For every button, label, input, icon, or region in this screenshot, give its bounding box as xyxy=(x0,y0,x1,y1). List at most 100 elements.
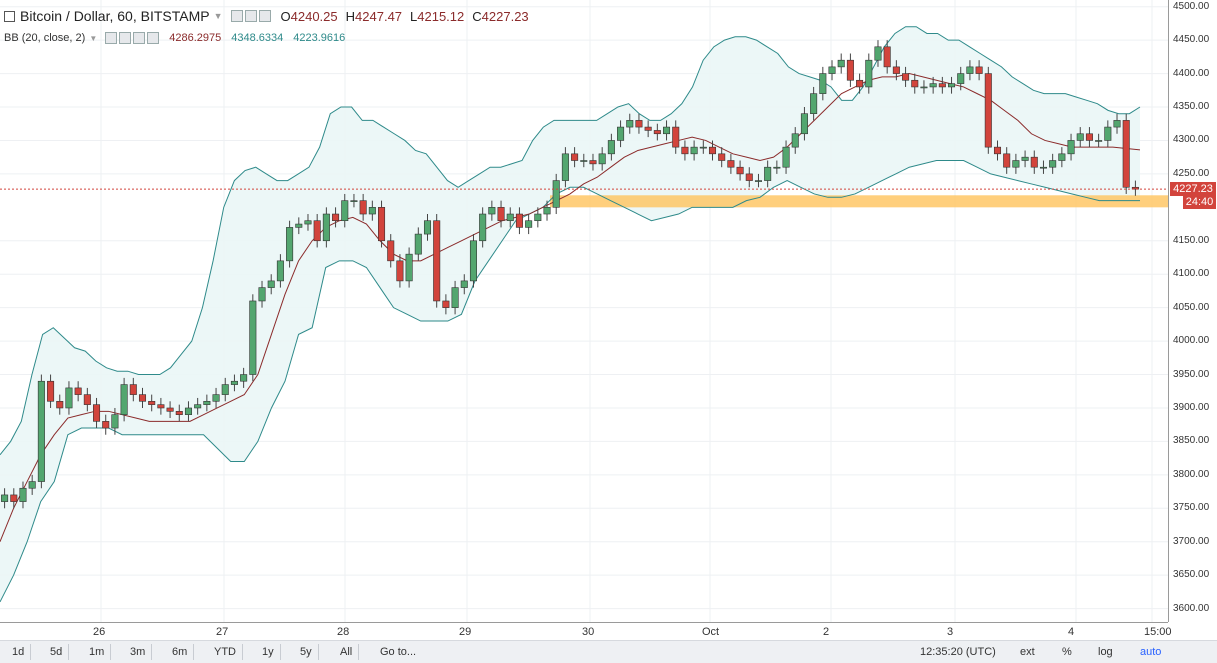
candle-body xyxy=(1076,133,1084,141)
candle-body xyxy=(10,494,18,502)
candle-body xyxy=(525,220,533,228)
candle-body xyxy=(745,173,753,181)
bb-upper-value: 4348.6334 xyxy=(231,32,284,44)
price-chart[interactable] xyxy=(0,0,1168,622)
range-1y-button[interactable]: 1y xyxy=(256,644,281,660)
candle-body xyxy=(28,481,36,489)
candle-body xyxy=(929,83,937,88)
goto-button[interactable]: Go to... xyxy=(380,646,417,658)
candle-body xyxy=(93,404,101,422)
price-tick-label: 4250.00 xyxy=(1173,167,1210,179)
time-tick-label: 29 xyxy=(459,626,472,638)
candle-body xyxy=(791,133,799,148)
candle-body xyxy=(488,207,496,215)
candle-body xyxy=(736,166,744,175)
price-tick-label: 3650.00 xyxy=(1173,569,1210,581)
symbol-title[interactable]: Bitcoin / Dollar, 60, BITSTAMP xyxy=(20,8,210,24)
candle-body xyxy=(663,126,671,135)
candle-body xyxy=(773,166,781,169)
auto-toggle[interactable]: auto xyxy=(1140,646,1162,658)
candle-body xyxy=(837,59,845,68)
price-tick-label: 4350.00 xyxy=(1173,101,1210,112)
candle-body xyxy=(341,200,349,222)
range-5y-button[interactable]: 5y xyxy=(294,644,319,660)
ext-toggle[interactable]: ext xyxy=(1020,646,1035,658)
utc-clock[interactable]: 12:35:20 (UTC) xyxy=(920,646,996,658)
candle-body xyxy=(249,300,257,375)
collapse-legend-icon[interactable] xyxy=(4,10,15,22)
candle-body xyxy=(708,146,717,155)
range-1d-button[interactable]: 1d xyxy=(6,644,32,660)
candle-body xyxy=(607,140,615,155)
range-3m-button[interactable]: 3m xyxy=(124,644,153,660)
candle-body xyxy=(212,394,220,402)
time-tick-label: 3 xyxy=(947,626,954,638)
candle-body xyxy=(552,180,560,208)
time-tick-label: 27 xyxy=(216,626,229,638)
price-tick-label: 4100.00 xyxy=(1173,268,1210,280)
candle-body xyxy=(764,166,772,181)
candle-body xyxy=(129,384,137,395)
time-tick-label: 28 xyxy=(337,626,350,638)
candle-body xyxy=(148,400,156,405)
candle-body xyxy=(1131,186,1139,190)
candle-body xyxy=(267,280,275,288)
candle-body xyxy=(883,46,891,68)
candle-body xyxy=(83,394,91,405)
candle-body xyxy=(479,213,487,242)
price-scale[interactable]: 4500.00 4450.00 4400.00 4350.00 4300.00 4250.… xyxy=(1168,0,1217,622)
candle-body xyxy=(800,113,808,135)
candle-body xyxy=(920,86,928,89)
price-tick-label: 4150.00 xyxy=(1173,234,1210,246)
range-all-button[interactable]: All xyxy=(334,644,360,660)
ohlc-low-value: 4215.12 xyxy=(417,8,465,24)
ohlc-close-value: 4227.23 xyxy=(481,8,529,24)
more-icon[interactable] xyxy=(258,10,271,22)
candle-body xyxy=(1012,160,1020,168)
candle-body xyxy=(865,59,873,88)
log-toggle[interactable]: log xyxy=(1098,646,1113,658)
candle-body xyxy=(515,213,523,228)
candle-body xyxy=(690,146,698,155)
visibility-icon[interactable] xyxy=(230,10,243,22)
bb-basis-value: 4286.2975 xyxy=(169,32,222,44)
price-tick-label: 4400.00 xyxy=(1173,67,1210,79)
range-5d-button[interactable]: 5d xyxy=(44,644,70,660)
candle-body xyxy=(166,407,174,412)
percent-toggle[interactable]: % xyxy=(1062,646,1072,658)
candlestick-series xyxy=(1,40,1139,509)
candle-body xyxy=(911,79,919,88)
range-1m-button[interactable]: 1m xyxy=(83,644,112,660)
candle-body xyxy=(203,400,211,405)
candle-body xyxy=(184,407,192,415)
price-tick-label: 4000.00 xyxy=(1173,335,1210,347)
time-tick-label: 4 xyxy=(1068,626,1075,638)
candle-body xyxy=(74,387,82,395)
candle-body xyxy=(240,374,248,382)
candle-body xyxy=(1085,133,1093,141)
settings-icon[interactable] xyxy=(244,10,257,22)
candle-body xyxy=(966,66,974,74)
candle-body xyxy=(580,160,588,162)
visibility-icon[interactable] xyxy=(105,32,118,44)
candle-body xyxy=(957,73,965,84)
chevron-down-icon[interactable]: ▼ xyxy=(89,33,98,43)
settings-icon[interactable] xyxy=(119,32,132,44)
price-tick-label: 3600.00 xyxy=(1173,602,1210,614)
bb-upper-line xyxy=(0,26,1141,456)
close-icon[interactable] xyxy=(147,32,160,44)
range-ytd-button[interactable]: YTD xyxy=(208,644,243,660)
chart-area[interactable]: Bitcoin / Dollar, 60, BITSTAMP ▼ O 4240.2… xyxy=(0,0,1168,622)
bottom-toolbar: 1d 5d 1m 3m 6m YTD 1y 5y All Go to... 12… xyxy=(0,640,1217,663)
candle-body xyxy=(754,180,762,182)
range-6m-button[interactable]: 6m xyxy=(166,644,195,660)
more-icon[interactable] xyxy=(133,32,146,44)
candle-body xyxy=(322,213,330,242)
chevron-down-icon[interactable]: ▼ xyxy=(213,11,223,21)
candle-body xyxy=(534,213,542,222)
candle-body xyxy=(571,153,579,161)
candle-body xyxy=(727,160,735,168)
candle-body xyxy=(819,73,827,94)
indicator-title[interactable]: BB (20, close, 2) xyxy=(4,32,86,44)
time-axis[interactable]: 26 27 28 29 30 Oct 2 3 4 15:00 xyxy=(0,622,1172,641)
